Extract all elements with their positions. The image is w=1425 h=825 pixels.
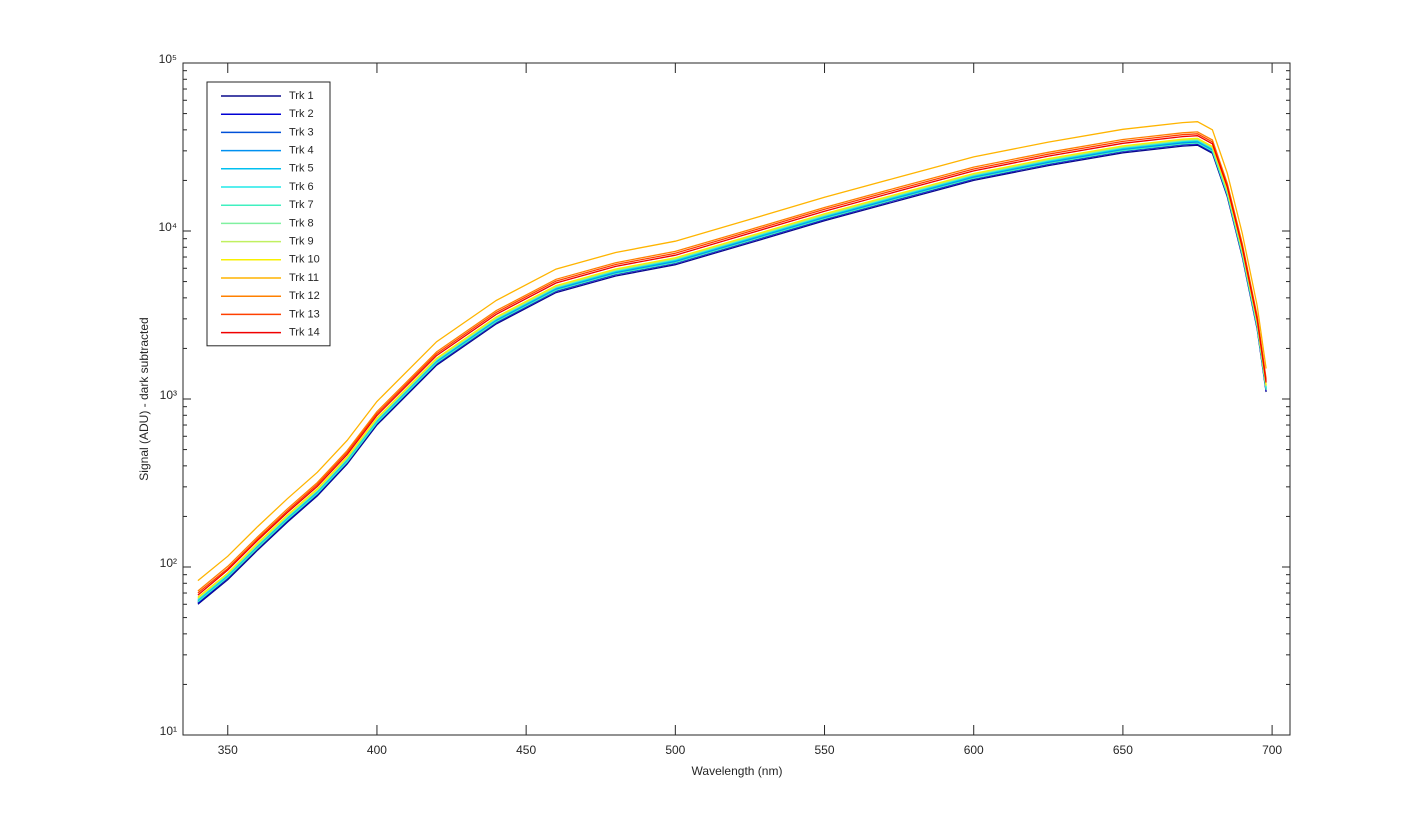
y-tick-label: 10¹ bbox=[160, 724, 177, 738]
x-tick-label: 700 bbox=[1262, 743, 1282, 757]
series-line bbox=[197, 135, 1267, 596]
legend-label: Trk 7 bbox=[289, 199, 314, 211]
legend-label: Trk 6 bbox=[289, 181, 314, 193]
x-tick-label: 500 bbox=[665, 743, 685, 757]
x-tick-label: 350 bbox=[218, 743, 238, 757]
series-line bbox=[197, 142, 1267, 603]
x-tick-label: 400 bbox=[367, 743, 387, 757]
legend-label: Trk 11 bbox=[289, 272, 319, 284]
legend-label: Trk 3 bbox=[289, 126, 314, 138]
series-line bbox=[197, 133, 1267, 594]
y-tick-label: 10³ bbox=[160, 388, 177, 402]
legend-label: Trk 14 bbox=[289, 327, 320, 339]
legend-label: Trk 8 bbox=[289, 217, 314, 229]
plot-frame bbox=[182, 62, 1291, 736]
y-tick-label: 10⁵ bbox=[159, 52, 177, 66]
legend-box bbox=[206, 81, 331, 347]
y-axis-label: Signal (ADU) - dark subtracted bbox=[137, 317, 151, 480]
x-tick-label: 600 bbox=[964, 743, 984, 757]
legend-label: Trk 1 bbox=[289, 90, 314, 102]
y-tick-label: 10⁴ bbox=[158, 220, 177, 234]
legend-label: Trk 5 bbox=[289, 163, 314, 175]
legend-label: Trk 2 bbox=[289, 108, 314, 120]
series-line bbox=[197, 137, 1267, 598]
legend-label: Trk 4 bbox=[289, 145, 314, 157]
x-tick-label: 650 bbox=[1113, 743, 1133, 757]
legend-label: Trk 9 bbox=[289, 236, 314, 248]
series-line bbox=[197, 121, 1267, 582]
x-tick-label: 450 bbox=[516, 743, 536, 757]
legend-label: Trk 12 bbox=[289, 290, 320, 302]
x-axis-label: Wavelength (nm) bbox=[692, 764, 783, 778]
x-tick-label: 550 bbox=[815, 743, 835, 757]
legend-label: Trk 10 bbox=[289, 254, 320, 266]
series-line bbox=[197, 131, 1267, 592]
legend-label: Trk 13 bbox=[289, 308, 320, 320]
y-tick-label: 10² bbox=[160, 556, 177, 570]
